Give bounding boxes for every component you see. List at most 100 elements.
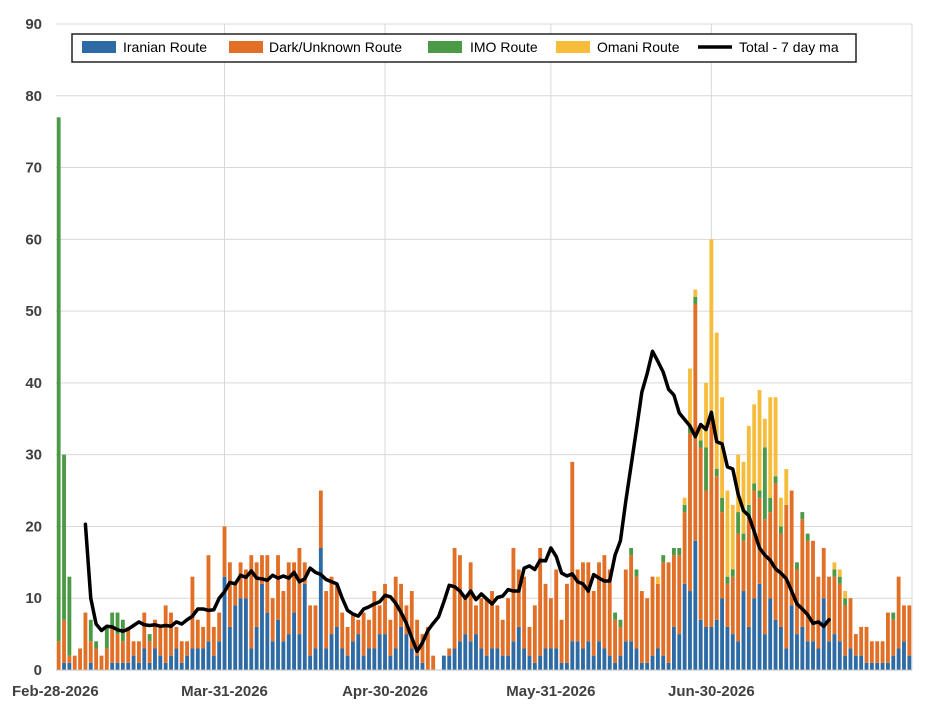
bar-dark-unknown-routeday-16 — [142, 612, 147, 649]
bar-omani-routeday-127 — [736, 454, 741, 513]
bar-iranian-routeday-63 — [393, 648, 398, 670]
bar-dark-unknown-routeday-0 — [56, 641, 61, 670]
bar-dark-unknown-routeday-76 — [463, 598, 468, 635]
bar-omani-routeday-147 — [843, 591, 848, 599]
bar-omani-routeday-118 — [688, 368, 692, 426]
bar-dark-unknown-routeday-90 — [538, 547, 543, 656]
bar-dark-unknown-routeday-41 — [276, 555, 280, 620]
bar-dark-unknown-routeday-131 — [757, 497, 762, 584]
bar-iranian-routeday-127 — [736, 641, 741, 670]
bar-imo-routeday-17 — [147, 634, 152, 642]
bar-iranian-routeday-36 — [249, 648, 254, 670]
bar-iranian-routeday-131 — [757, 583, 762, 670]
bar-iranian-routeday-23 — [179, 662, 184, 670]
bar-dark-unknown-routeday-144 — [827, 576, 831, 642]
bar-iranian-routeday-140 — [805, 641, 810, 670]
line-total-7-day-ma — [83, 349, 831, 654]
bar-iranian-routeday-107 — [629, 641, 634, 670]
bar-iranian-routeday-85 — [511, 641, 516, 670]
bar-iranian-routeday-44 — [292, 612, 296, 670]
bar-iranian-routeday-26 — [195, 648, 200, 670]
bar-omani-routeday-134 — [773, 397, 778, 477]
bar-dark-unknown-routeday-108 — [634, 576, 639, 649]
bar-iranian-routeday-158 — [902, 641, 906, 670]
bar-dark-unknown-routeday-61 — [383, 583, 387, 635]
bar-omani-routeday-112 — [655, 576, 660, 584]
bar-dark-unknown-routeday-148 — [848, 598, 853, 649]
bar-dark-unknown-routeday-20 — [163, 605, 168, 663]
bar-dark-unknown-routeday-85 — [511, 547, 516, 642]
bar-imo-routeday-129 — [746, 504, 751, 520]
bar-omani-routeday-135 — [779, 497, 783, 527]
bar-iranian-routeday-145 — [832, 634, 837, 670]
bar-iranian-routeday-75 — [458, 641, 462, 670]
bar-iranian-routeday-73 — [447, 655, 452, 670]
bar-omani-routeday-123 — [714, 332, 719, 470]
bar-dark-unknown-routeday-48 — [313, 605, 318, 649]
bar-iranian-routeday-103 — [607, 655, 612, 670]
bar-iranian-routeday-148 — [848, 648, 853, 670]
bar-iranian-routeday-144 — [827, 641, 831, 670]
bar-dark-unknown-routeday-82 — [495, 605, 500, 649]
bar-dark-unknown-routeday-101 — [597, 562, 601, 642]
bar-dark-unknown-routeday-130 — [752, 490, 757, 599]
bar-dark-unknown-routeday-25 — [190, 576, 195, 649]
bar-dark-unknown-routeday-96 — [570, 461, 575, 642]
bar-dark-unknown-routeday-115 — [672, 555, 676, 627]
bar-iranian-routeday-83 — [500, 655, 505, 670]
bar-dark-unknown-routeday-56 — [356, 619, 361, 635]
bar-dark-unknown-routeday-123 — [714, 476, 719, 620]
y-tick-label-1: 10 — [25, 590, 42, 607]
bar-dark-unknown-routeday-77 — [468, 562, 473, 642]
legend-swatch-iranian — [82, 41, 116, 53]
bar-dark-unknown-routeday-87 — [522, 576, 527, 649]
bar-iranian-routeday-116 — [677, 634, 682, 670]
x-axis: Feb-28-2026 Mar-31-2026 Apr-30-2026 May-31-… — [12, 669, 912, 700]
y-tick-label-8: 80 — [25, 88, 42, 105]
bar-imo-routeday-147 — [843, 598, 848, 606]
y-tick-label-2: 20 — [25, 518, 42, 535]
bar-dark-unknown-routeday-46 — [302, 562, 307, 584]
legend-swatch-omani — [556, 41, 590, 53]
bar-imo-routeday-125 — [725, 576, 730, 584]
bar-iranian-routeday-33 — [233, 605, 238, 670]
bar-iranian-routeday-95 — [565, 662, 569, 670]
bar-dark-unknown-routeday-68 — [420, 634, 425, 663]
bar-iranian-routeday-80 — [484, 655, 489, 670]
bar-imo-routeday-145 — [832, 569, 837, 577]
bar-omani-routeday-146 — [837, 569, 842, 577]
bar-iranian-routeday-124 — [720, 598, 724, 670]
bar-dark-unknown-routeday-141 — [811, 540, 815, 642]
bar-iranian-routeday-74 — [452, 648, 457, 670]
bar-iranian-routeday-27 — [201, 648, 206, 670]
bar-dark-unknown-routeday-156 — [891, 619, 896, 656]
bar-dark-unknown-routeday-78 — [474, 605, 478, 635]
bar-dark-unknown-routeday-88 — [527, 626, 532, 656]
bar-dark-unknown-routeday-74 — [452, 547, 457, 649]
bar-omani-routeday-129 — [746, 425, 751, 505]
bar-dark-unknown-routeday-89 — [532, 605, 537, 663]
bar-dark-unknown-routeday-99 — [586, 562, 591, 642]
bar-dark-unknown-routeday-28 — [206, 555, 211, 642]
bar-dark-unknown-routeday-125 — [725, 583, 730, 627]
bar-dark-unknown-routeday-79 — [479, 598, 484, 649]
bar-dark-unknown-routeday-154 — [880, 641, 885, 663]
bar-dark-unknown-routeday-147 — [843, 605, 848, 656]
bar-iranian-routeday-50 — [324, 648, 329, 670]
bar-imo-routeday-138 — [795, 562, 799, 570]
bar-dark-unknown-routeday-64 — [399, 583, 403, 627]
bar-dark-unknown-routeday-63 — [393, 576, 398, 649]
bar-omani-routeday-126 — [730, 504, 735, 570]
bar-iranian-routeday-153 — [875, 662, 880, 670]
bar-iranian-routeday-151 — [864, 662, 869, 670]
bar-iranian-routeday-42 — [281, 641, 286, 670]
bar-omani-routeday-117 — [682, 497, 687, 505]
bar-imo-routeday-107 — [629, 547, 634, 556]
y-tick-label-0: 0 — [34, 662, 42, 679]
bar-dark-unknown-routeday-35 — [244, 569, 248, 599]
bar-iranian-routeday-86 — [516, 626, 521, 670]
bar-iranian-routeday-118 — [688, 591, 692, 670]
bar-iranian-routeday-156 — [891, 655, 896, 670]
bar-dark-unknown-routeday-121 — [704, 490, 708, 627]
